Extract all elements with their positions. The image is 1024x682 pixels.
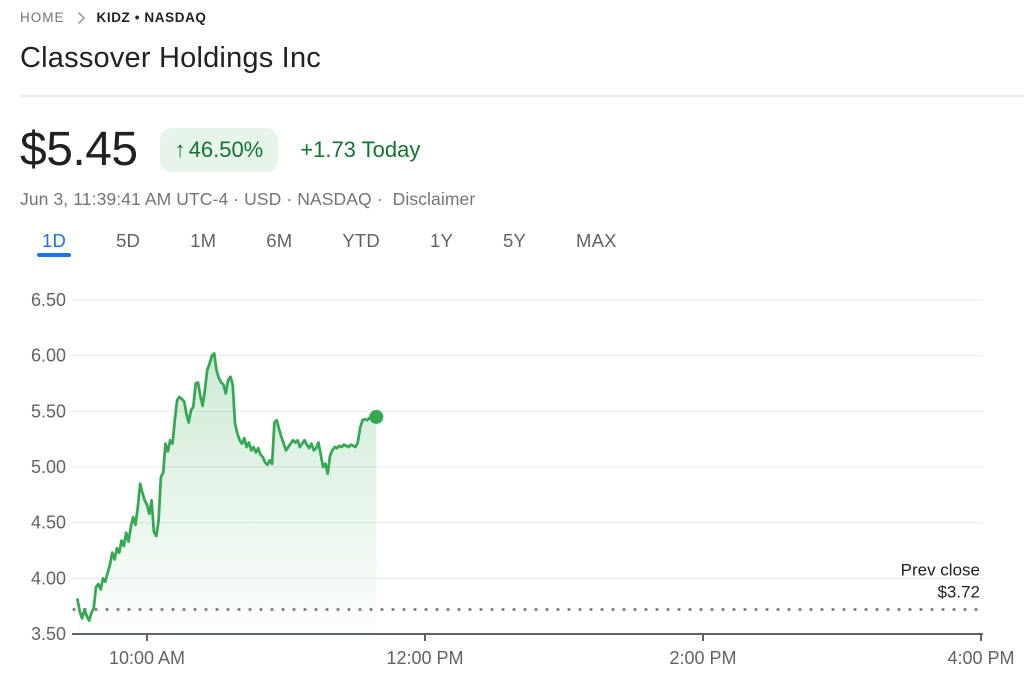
prev-close-dotted-line-dot — [380, 607, 384, 612]
prev-close-dotted-line-dot — [479, 607, 483, 612]
prev-close-dotted-line-dot — [853, 607, 857, 612]
y-axis-label: 3.50 — [31, 624, 66, 644]
prev-close-dotted-line-dot — [677, 607, 681, 612]
prev-close-dotted-line-dot — [556, 607, 560, 612]
price-line — [76, 352, 378, 622]
y-axis-label: 4.50 — [31, 513, 66, 533]
prev-close-dotted-line-dot — [809, 607, 813, 612]
y-axis-label: 6.50 — [31, 290, 66, 310]
prev-close-dotted-line-dot — [842, 607, 846, 612]
prev-close-dotted-line-dot — [831, 607, 835, 612]
breadcrumb-ticker: KIDZ • NASDAQ — [96, 10, 207, 25]
breadcrumb-home-link[interactable]: HOME — [20, 10, 65, 25]
prev-close-value: $3.72 — [937, 583, 980, 602]
prev-close-dotted-line-dot — [534, 607, 538, 612]
prev-close-dotted-line-dot — [644, 607, 648, 612]
prev-close-dotted-line-dot — [72, 607, 76, 612]
prev-close-dotted-line-dot — [567, 607, 571, 612]
current-price: $5.45 — [20, 123, 138, 176]
up-arrow-icon: ↑ — [174, 137, 186, 162]
prev-close-dotted-line-dot — [633, 607, 637, 612]
prev-close-dotted-line-dot — [600, 607, 604, 612]
y-axis-label: 5.00 — [31, 457, 66, 477]
prev-close-dotted-line-dot — [578, 607, 582, 612]
page-title: Classover Holdings Inc — [20, 42, 321, 74]
tab-1d[interactable]: 1D — [36, 230, 72, 257]
prev-close-dotted-line-dot — [435, 607, 439, 612]
prev-close-dotted-line-dot — [886, 607, 890, 612]
prev-close-dotted-line-dot — [875, 607, 879, 612]
prev-close-dotted-line-dot — [523, 607, 527, 612]
price-chart[interactable]: 3.50 4.00 4.50 5.00 5.50 6.00 6.50 10:00 AM 12:0… — [0, 280, 1024, 682]
prev-close-dotted-line-dot — [897, 607, 901, 612]
x-axis-label: 2:00 PM — [669, 648, 736, 668]
prev-close-dotted-line-dot — [930, 607, 934, 612]
header-divider — [20, 95, 1024, 97]
prev-close-dotted-line-dot — [765, 607, 769, 612]
prev-close-dotted-line-dot — [908, 607, 912, 612]
prev-close-dotted-line-dot — [490, 607, 494, 612]
tab-1y[interactable]: 1Y — [429, 230, 453, 251]
prev-close-dotted-line-dot — [611, 607, 615, 612]
prev-close-dotted-line-dot — [732, 607, 736, 612]
chevron-right-icon — [77, 11, 85, 24]
x-axis-label: 4:00 PM — [947, 648, 1014, 668]
prev-close-dotted-line-dot — [864, 607, 868, 612]
tab-5d[interactable]: 5D — [116, 230, 141, 251]
prev-close-dotted-line-dot — [754, 607, 758, 612]
prev-close-dotted-line-dot — [963, 607, 967, 612]
x-axis-label: 12:00 PM — [386, 648, 463, 668]
prev-close-dotted-line-dot — [776, 607, 780, 612]
prev-close-dotted-line-dot — [666, 607, 670, 612]
prev-close-dotted-line-dot — [941, 607, 945, 612]
range-tabs: 1D 5D 1M 6M YTD 1Y 5Y MAX — [36, 230, 617, 257]
prev-close-dotted-line-dot — [446, 607, 450, 612]
prev-close-dotted-line-dot — [688, 607, 692, 612]
prev-close-dotted-line-dot — [710, 607, 714, 612]
y-axis-label: 6.00 — [31, 346, 66, 366]
prev-close-dotted-line-dot — [798, 607, 802, 612]
tab-max[interactable]: MAX — [576, 230, 617, 251]
price-area-fill — [77, 353, 377, 634]
prev-close-dotted-line-dot — [919, 607, 923, 612]
prev-close-dotted-line-dot — [974, 607, 978, 612]
prev-close-dotted-line-dot — [545, 607, 549, 612]
prev-close-dotted-line-dot — [468, 607, 472, 612]
prev-close-dotted-line-dot — [743, 607, 747, 612]
prev-close-dotted-line-dot — [787, 607, 791, 612]
tab-1m[interactable]: 1M — [190, 230, 217, 251]
quote-timestamp: Jun 3, 11:39:41 AM UTC-4 · USD · NASDAQ … — [20, 189, 383, 209]
last-price-dot — [369, 409, 384, 424]
y-axis-label: 4.00 — [31, 568, 66, 588]
tab-ytd[interactable]: YTD — [342, 230, 380, 251]
prev-close-dotted-line-dot — [512, 607, 516, 612]
breadcrumb: HOME KIDZ • NASDAQ — [20, 10, 207, 25]
prev-close-label: Prev close — [901, 561, 980, 580]
tab-5y[interactable]: 5Y — [502, 230, 527, 251]
change-amount-today: +1.73 Today — [300, 137, 421, 162]
prev-close-dotted-line-dot — [721, 607, 725, 612]
change-percent-value: 46.50% — [188, 137, 264, 162]
prev-close-dotted-line-dot — [402, 607, 406, 612]
prev-close-dotted-line-dot — [457, 607, 461, 612]
prev-close-dotted-line-dot — [622, 607, 626, 612]
prev-close-dotted-line-dot — [699, 607, 703, 612]
prev-close-dotted-line-dot — [501, 607, 505, 612]
prev-close-dotted-line-dot — [413, 607, 417, 612]
prev-close-dotted-line-dot — [820, 607, 824, 612]
x-axis-label: 10:00 AM — [109, 648, 185, 668]
disclaimer-link[interactable]: Disclaimer — [392, 189, 476, 209]
tab-6m[interactable]: 6M — [266, 230, 293, 251]
prev-close-dotted-line-dot — [589, 607, 593, 612]
quote-row: $5.45 ↑ 46.50% +1.73 Today — [20, 124, 420, 176]
prev-close-dotted-line-dot — [952, 607, 956, 612]
quote-meta-line: Jun 3, 11:39:41 AM UTC-4 · USD · NASDAQ … — [20, 189, 475, 210]
prev-close-dotted-line-dot — [391, 607, 395, 612]
y-axis-label: 5.50 — [31, 401, 66, 421]
prev-close-dotted-line-dot — [655, 607, 659, 612]
prev-close-dotted-line-dot — [424, 607, 428, 612]
change-percent-badge: ↑ 46.50% — [159, 128, 279, 172]
